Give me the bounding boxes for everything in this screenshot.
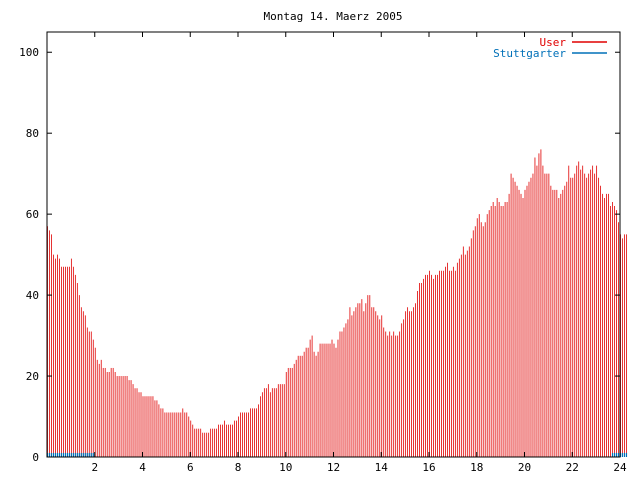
- chart-title: Montag 14. Maerz 2005: [263, 10, 402, 23]
- y-tick-label: 40: [26, 289, 39, 302]
- y-tick-label: 80: [26, 127, 39, 140]
- x-tick-label: 8: [235, 461, 242, 474]
- y-tick-label: 100: [19, 46, 39, 59]
- x-tick-label: 22: [566, 461, 579, 474]
- x-tick-label: 24: [613, 461, 627, 474]
- x-axis: 2 4 6 8 10 12 14 16 18 20 22 24: [91, 32, 627, 474]
- x-tick-label: 20: [518, 461, 531, 474]
- legend: User Stuttgarter: [493, 36, 607, 60]
- x-tick-label: 12: [327, 461, 340, 474]
- x-tick-label: 16: [422, 461, 435, 474]
- x-tick-label: 10: [279, 461, 292, 474]
- x-tick-label: 6: [187, 461, 194, 474]
- x-tick-label: 2: [91, 461, 98, 474]
- legend-label-stuttgarter: Stuttgarter: [493, 47, 566, 60]
- x-tick-label: 14: [375, 461, 389, 474]
- x-tick-label: 18: [470, 461, 483, 474]
- legend-label-user: User: [540, 36, 567, 49]
- y-tick-label: 0: [32, 451, 39, 464]
- series-stuttgarter-bars: [46, 452, 628, 457]
- y-tick-label: 20: [26, 370, 39, 383]
- y-axis: 0 20 40 60 80 100: [19, 46, 620, 464]
- series-user-bars: [47, 149, 627, 457]
- y-tick-label: 60: [26, 208, 39, 221]
- x-tick-label: 4: [139, 461, 146, 474]
